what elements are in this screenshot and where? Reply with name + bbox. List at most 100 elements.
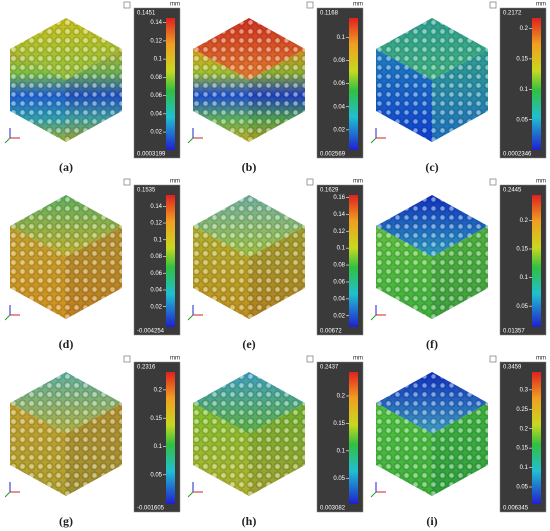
scale-min: 0.002569 xyxy=(320,152,346,158)
tick-label: 0.1 xyxy=(520,87,529,93)
tick-label: 0.06 xyxy=(150,93,162,99)
lattice-texture xyxy=(10,226,66,319)
tick-label: 0.1 xyxy=(520,275,529,281)
lattice-texture xyxy=(66,49,122,142)
tick-label: 0.1 xyxy=(154,237,163,243)
lattice-texture xyxy=(376,403,432,496)
panel-label: (b) xyxy=(242,160,257,174)
tick-label: 0.04 xyxy=(333,104,345,110)
colorbar xyxy=(166,195,175,327)
scale-min: 0.006345 xyxy=(503,506,529,512)
unit-label: mm xyxy=(353,179,363,185)
tick-label: 0.2 xyxy=(520,26,529,32)
colorbar xyxy=(166,18,175,150)
tick-label: 0.1 xyxy=(520,465,529,471)
unit-label: mm xyxy=(353,2,363,8)
tick-label: 0.06 xyxy=(150,271,162,277)
panel-label: (e) xyxy=(242,337,255,351)
scale-min: -0.001605 xyxy=(137,506,165,512)
scale-min: 0.01357 xyxy=(503,329,525,335)
scale-min: 0.003082 xyxy=(320,506,346,512)
scale-max: 0.1535 xyxy=(137,188,156,194)
tick-label: 0.05 xyxy=(516,117,528,123)
settings-icon xyxy=(306,178,314,186)
axis-triad xyxy=(187,137,194,144)
tick-label: 0.12 xyxy=(150,221,162,227)
scale-max: 0.1629 xyxy=(320,188,339,194)
tick-label: 0.15 xyxy=(516,56,528,62)
colorbar xyxy=(532,372,541,504)
axis-triad xyxy=(370,314,377,321)
tick-label: 0.2 xyxy=(154,387,163,393)
tick-label: 0.08 xyxy=(333,58,345,64)
tick-label: 0.25 xyxy=(516,407,528,413)
tick-label: 0.04 xyxy=(150,288,162,294)
unit-label: mm xyxy=(353,356,363,362)
panel: mm 0.3459 0.006345 0.3 0.25 0.2 0.15 0.1 0.05 (i) xyxy=(370,355,547,528)
lattice-texture xyxy=(432,49,488,142)
settings-icon xyxy=(306,355,314,363)
lattice-texture xyxy=(66,226,122,319)
settings-icon xyxy=(306,1,314,9)
lattice-texture xyxy=(193,403,249,496)
axis-triad xyxy=(370,491,377,498)
tick-label: 0.15 xyxy=(516,446,528,452)
panel-label: (f) xyxy=(426,337,438,351)
panel: mm 0.1629 0.00672 0.16 0.14 0.12 0.1 0.08 0.06 0.… xyxy=(187,178,364,351)
scale-min: 0.0002346 xyxy=(503,152,532,158)
tick-label: 0.15 xyxy=(333,421,345,427)
tick-label: 0.05 xyxy=(516,485,528,491)
tick-label: 0.14 xyxy=(333,212,345,218)
unit-label: mm xyxy=(536,356,546,362)
lattice-texture xyxy=(193,49,249,142)
tick-label: 0.04 xyxy=(333,296,345,302)
tick-label: 0.06 xyxy=(333,81,345,87)
tick-label: 0.12 xyxy=(333,229,345,235)
lattice-texture xyxy=(249,403,305,496)
panel-label: (c) xyxy=(425,160,438,174)
tick-label: 0.12 xyxy=(150,38,162,44)
scale-max: 0.2172 xyxy=(503,11,522,17)
panel: mm 0.2437 0.003082 0.2 0.15 0.1 0.05 (h) xyxy=(187,355,364,528)
scale-min: 0.0003199 xyxy=(137,152,166,158)
lattice-texture xyxy=(249,226,305,319)
tick-label: 0.2 xyxy=(337,394,346,400)
settings-icon xyxy=(123,355,131,363)
unit-label: mm xyxy=(170,356,180,362)
scale-max: 0.1168 xyxy=(320,11,339,17)
scale-max: 0.3459 xyxy=(503,365,522,371)
unit-label: mm xyxy=(170,179,180,185)
colorbar xyxy=(349,372,358,504)
scale-min: 0.00672 xyxy=(320,329,342,335)
tick-label: 0.06 xyxy=(333,280,345,286)
tick-label: 0.05 xyxy=(333,476,345,482)
colorbar xyxy=(349,195,358,327)
panel: mm 0.1168 0.002569 0.1 0.08 0.06 0.04 0.02 (b) xyxy=(187,1,364,174)
tick-label: 0.04 xyxy=(150,111,162,117)
panel-label: (d) xyxy=(59,337,74,351)
settings-icon xyxy=(489,355,497,363)
axis-triad xyxy=(370,137,377,144)
tick-label: 0.2 xyxy=(520,218,529,224)
scale-max: 0.2316 xyxy=(137,365,156,371)
lattice-texture xyxy=(376,49,432,142)
colorbar xyxy=(166,372,175,504)
settings-icon xyxy=(123,178,131,186)
unit-label: mm xyxy=(170,2,180,8)
lattice-texture xyxy=(10,403,66,496)
colorbar xyxy=(532,18,541,150)
settings-icon xyxy=(489,178,497,186)
panel-label: (h) xyxy=(242,514,257,528)
panel: mm 0.2445 0.01357 0.2 0.15 0.1 0.05 (f) xyxy=(370,178,547,351)
axis-triad xyxy=(187,491,194,498)
unit-label: mm xyxy=(536,2,546,8)
tick-label: 0.02 xyxy=(333,127,345,133)
colorbar xyxy=(532,195,541,327)
tick-label: 0.02 xyxy=(150,304,162,310)
tick-label: 0.1 xyxy=(337,246,346,252)
unit-label: mm xyxy=(536,179,546,185)
panel: mm 0.1535 -0.004254 0.14 0.12 0.1 0.08 0.06 0.04… xyxy=(4,178,181,351)
tick-label: 0.3 xyxy=(520,387,529,393)
lattice-texture xyxy=(66,403,122,496)
